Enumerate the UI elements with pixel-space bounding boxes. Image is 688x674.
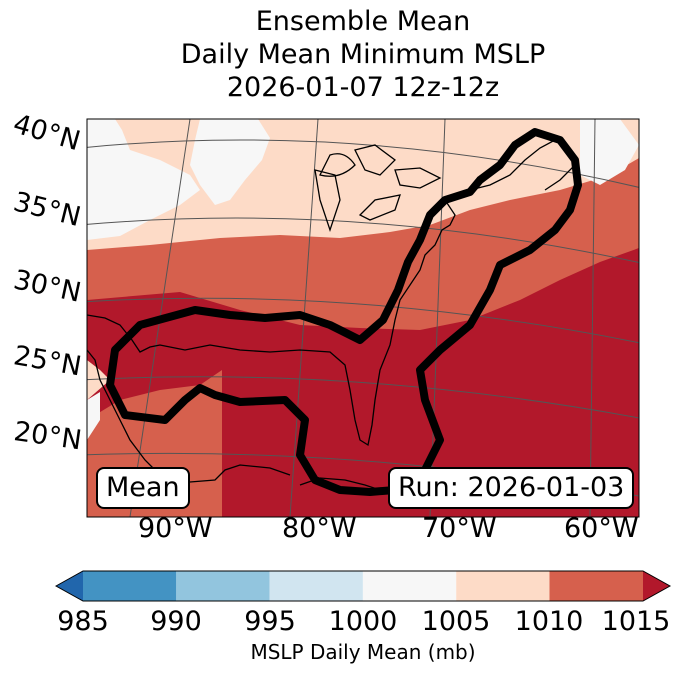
title-line-2: Daily Mean Minimum MSLP [180,39,546,70]
run-date-box: Run: 2026-01-03 [388,467,635,509]
lon-label-90w: 90°W [138,513,213,544]
graticule [87,119,639,517]
colorbar-bin [83,571,177,601]
colorbar [54,570,672,602]
colorbar-outline [54,570,672,602]
map-frame [86,118,640,518]
map-area [87,119,639,517]
mslp-contour [106,128,582,496]
colorbar-bin [362,571,457,601]
colorbar-bin [456,571,550,601]
colorbar-bin [269,571,363,601]
lon-label-60w: 60°W [564,513,639,544]
colorbar-bin [176,571,270,601]
colorbar-tick: 995 [244,606,296,637]
colorbar-tick: 1015 [601,606,671,637]
colorbar-extend-high [643,571,670,601]
colorbar-tick: 1010 [514,606,584,637]
mean-label-box: Mean [96,467,190,509]
colorbar-tick: 1005 [421,606,491,637]
colorbar-tick: 1000 [328,606,398,637]
lon-label-70w: 70°W [422,513,497,544]
title-line-1: Ensemble Mean [255,6,471,37]
colorbar-label: MSLP Daily Mean (mb) [250,640,476,664]
lon-label-80w: 80°W [282,513,357,544]
colorbar-bin [549,571,643,601]
colorbar-tick: 985 [57,606,109,637]
title-line-3: 2026-01-07 12z-12z [226,72,500,103]
colorbar-extend-low [56,571,83,601]
colorbar-tick: 990 [150,606,202,637]
pressure-field-lt1005 [87,119,639,440]
